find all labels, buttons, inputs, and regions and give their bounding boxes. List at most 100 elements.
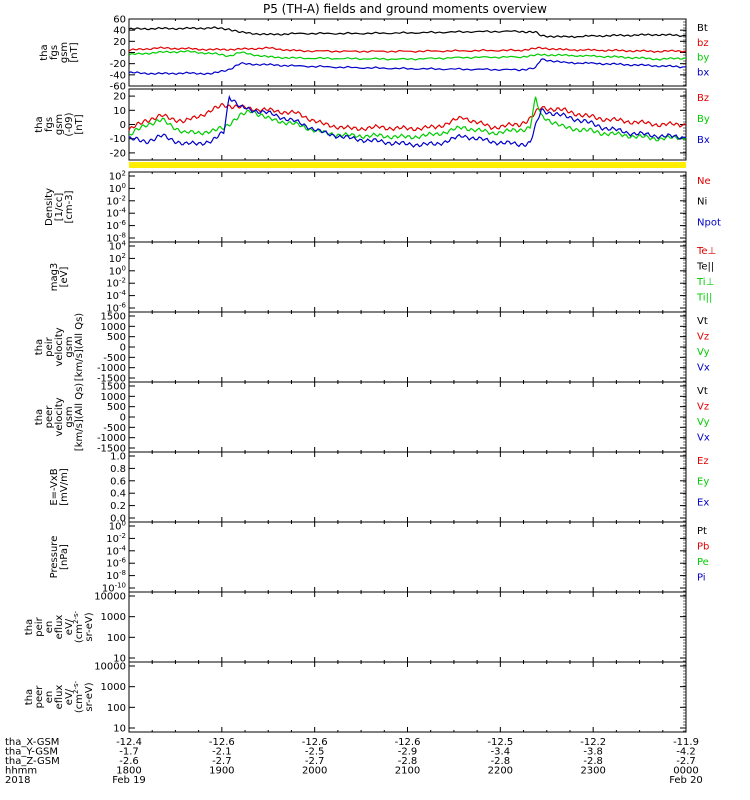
axis-value: 1800 [116,766,141,777]
axis-value: 2000 [302,766,327,777]
y-tick-label: 500 [107,402,126,413]
y-axis-label: (-09) [64,112,75,136]
y-tick-label: 0.6 [110,476,126,487]
y-tick-label: 1.0 [110,452,126,463]
axis-value: -12.6 [209,737,235,748]
y-tick-label: 0.2 [110,501,126,512]
y-tick-label: 0 [120,413,126,424]
legend-ti⊥: Ti⊥ [696,277,714,288]
y-axis-label: [nT] [74,114,85,134]
y-tick-label: 10000 [94,662,126,673]
y-axis-label: eflux [54,615,65,640]
series-bx [128,58,687,76]
legend-vt: Vt [697,316,708,327]
legend-ez: Ez [697,456,709,467]
y-tick-label: -20 [110,59,126,70]
y-axis-label: tha [24,619,35,635]
y-tick-label: 10 [113,654,126,665]
y-tick-label: 102 [109,252,126,265]
y-axis-label: [mV/m] [59,468,70,506]
legend-by: by [697,53,709,64]
axis-value: -2.7 [212,756,232,767]
y-tick-label: 20 [113,37,126,48]
legend-vz: Vz [697,402,709,413]
y-tick-label: 1500 [101,312,126,323]
series-bx [128,94,687,148]
y-axis-label: [km/s](All Qs) [74,313,85,381]
axis-value: -3.4 [491,747,511,758]
series-by [128,96,687,142]
y-tick-label: 10-4 [106,289,126,302]
y-axis-label: gsm [54,114,65,135]
y-axis-label: Density [44,188,55,226]
status-bar [129,162,686,168]
series-by [128,50,687,61]
panel-frame [128,311,687,383]
y-tick-label: 104 [109,240,127,253]
axis-value: -12.6 [302,737,328,748]
y-tick-label: -1000 [97,363,126,374]
y-tick-label: 10-4 [106,207,126,220]
y-tick-label: 0.4 [110,489,126,500]
y-axis-label: mag3 [49,263,60,292]
legend-pt: Pt [697,526,707,537]
panel-frame [128,521,687,593]
legend-vy: Vy [697,417,710,428]
y-tick-label: 10000 [94,592,126,603]
y-axis-label: velocity [54,397,65,436]
legend-vt: Vt [697,386,708,397]
axis-value: -2.8 [491,756,511,767]
panel-frame [128,88,687,161]
y-tick-label: 10 [113,724,126,735]
y-axis-label: velocity [54,327,65,366]
legend-pi: Pi [697,573,706,584]
y-axis-label: [1/cc] [54,193,65,222]
y-tick-label: 10 [113,106,126,117]
y-tick-label: 500 [107,332,126,343]
y-tick-label: 100 [107,633,126,644]
y-tick-label: 10-6 [106,557,126,570]
y-axis-label: tha [39,44,50,60]
axis-value: -4.2 [676,747,696,758]
y-tick-label: 0 [120,120,126,131]
axis-value: -2.7 [305,756,325,767]
legend-ey: Ey [697,477,709,488]
y-tick-label: 10-4 [106,544,126,557]
legend-bt: Bt [697,23,708,34]
y-axis-label: tha [34,339,45,355]
panel-frame [128,451,687,523]
y-axis-label: peer [34,685,45,709]
legend-pe: Pe [697,557,709,568]
y-tick-label: -500 [103,423,126,434]
axis-value: -12.4 [116,737,142,748]
axis-value: 2100 [395,766,420,777]
y-axis-label: [km/s](All Qs) [74,383,85,451]
legend-ne: Ne [697,176,711,187]
axis-value: -1.7 [119,747,139,758]
y-tick-label: 1000 [101,322,126,333]
axis-value: -3.8 [583,747,603,758]
panel-frame [128,661,687,733]
axis-value: -2.7 [676,756,696,767]
panel-frame [128,381,687,453]
panel-5 [128,311,687,383]
y-axis-label: peer [44,405,55,429]
y-axis-label: tha [34,409,45,425]
axis-date: Feb 19 [112,775,146,786]
y-tick-label: 40 [113,26,126,37]
y-axis-label: fgs [44,117,55,132]
axis-value: -2.8 [583,756,603,767]
legend-ex: Ex [697,497,709,508]
y-axis-label: fgs [49,45,60,60]
y-tick-label: -500 [103,353,126,364]
axis-value: -12.6 [395,737,421,748]
axis-row-label: tha_Y-GSM [5,747,58,758]
axis-value: 2300 [580,766,605,777]
axis-value: -2.8 [398,756,418,767]
series-bt [128,26,687,39]
panel-10 [128,661,687,733]
y-axis-label: eflux [54,685,65,710]
y-tick-label: -1000 [97,433,126,444]
legend-ni: Ni [697,197,707,208]
